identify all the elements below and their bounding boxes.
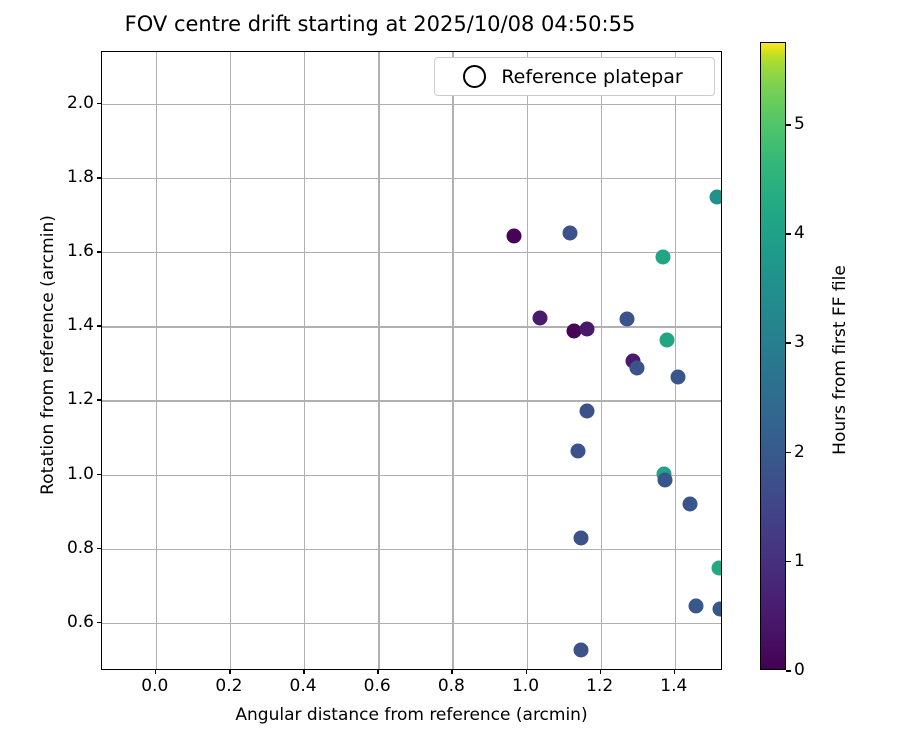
scatter-point <box>566 323 582 339</box>
x-axis-tick <box>525 670 528 674</box>
y-axis-tick <box>97 177 101 179</box>
colorbar-gradient <box>760 42 786 670</box>
scatter-point <box>657 472 673 488</box>
colorbar-tick-label: 2 <box>794 441 805 462</box>
y-axis-tick-label: 1.2 <box>66 389 94 410</box>
scatter-point <box>562 225 578 240</box>
y-axis-tick-label: 2.0 <box>66 92 94 113</box>
x-axis-tick-label: 1.4 <box>660 676 688 696</box>
gridline-horizontal <box>102 474 721 476</box>
gridline-vertical <box>304 52 306 669</box>
colorbar-tick-label: 1 <box>794 550 805 571</box>
gridline-vertical <box>526 52 528 669</box>
y-axis-tick <box>97 621 101 624</box>
colorbar-tick <box>786 123 791 126</box>
gridline-horizontal <box>102 103 721 106</box>
gridline-horizontal <box>102 400 721 402</box>
x-axis-tick-label: 1.2 <box>586 676 614 696</box>
y-axis-tick <box>97 473 101 476</box>
gridline-vertical <box>155 52 158 669</box>
scatter-point <box>712 601 721 617</box>
y-axis-tick-label: 1.4 <box>66 315 94 336</box>
legend-item-label: Reference platepar <box>501 65 683 88</box>
x-axis-tick <box>154 670 157 674</box>
scatter-point <box>532 310 548 326</box>
scatter-point <box>709 189 721 205</box>
gridline-horizontal <box>102 326 721 328</box>
page-title: FOV centre drift starting at 2025/10/08 … <box>124 12 636 36</box>
y-axis-tick <box>97 325 101 327</box>
y-axis-tick <box>97 251 101 253</box>
gridline-vertical <box>600 52 602 669</box>
colorbar-tick <box>786 670 791 672</box>
colorbar-tick-label: 0 <box>794 660 805 680</box>
colorbar-tick-label: 3 <box>794 332 805 353</box>
gridline-horizontal <box>102 252 721 254</box>
gridline-vertical <box>452 52 454 669</box>
colorbar-tick <box>786 451 791 454</box>
x-axis-tick <box>377 670 379 674</box>
y-axis-tick-label: 1.6 <box>66 241 94 262</box>
gridline-vertical <box>378 52 380 669</box>
gridline-vertical <box>229 52 232 669</box>
scatter-point <box>711 560 721 576</box>
scatter-point <box>579 321 595 337</box>
x-axis-tick-label: 1.0 <box>511 676 540 696</box>
scatter-point <box>570 443 586 459</box>
scatter-point <box>670 369 686 385</box>
x-axis-label: Angular distance from reference (arcmin) <box>235 705 588 725</box>
y-axis-tick <box>97 547 101 550</box>
y-axis-label: Rotation from reference (arcmin) <box>38 215 58 495</box>
scatter-point <box>655 249 671 265</box>
x-axis-tick-label: 0.0 <box>141 676 169 696</box>
colorbar-tick <box>786 342 791 344</box>
x-axis-tick-label: 0.6 <box>363 676 391 696</box>
x-axis-tick-label: 0.4 <box>289 676 317 696</box>
x-axis-tick <box>673 670 676 674</box>
colorbar-label: Hours from first FF file <box>830 265 850 455</box>
y-axis-tick <box>97 102 101 105</box>
gridline-vertical <box>674 52 677 669</box>
x-axis-tick <box>599 670 602 674</box>
gridline-horizontal <box>102 178 721 180</box>
x-axis-tick-label: 0.2 <box>215 676 243 696</box>
scatter-point <box>579 403 595 419</box>
plot-area <box>101 51 722 670</box>
colorbar-tick <box>786 560 791 563</box>
legend[interactable]: Reference platepar <box>434 57 715 96</box>
scatter-point <box>573 530 589 546</box>
colorbar-tick-label: 5 <box>794 113 805 134</box>
x-axis-tick <box>228 670 231 674</box>
y-axis-tick-label: 0.8 <box>66 537 94 558</box>
colorbar-tick <box>786 233 791 235</box>
scatter-point <box>619 311 635 326</box>
scatter-point <box>688 598 704 614</box>
colorbar <box>760 42 786 670</box>
x-axis-tick-label: 0.8 <box>437 676 465 696</box>
scatter-point <box>682 496 698 512</box>
scatter-point <box>629 360 645 376</box>
x-axis-tick <box>303 670 305 674</box>
scatter-point <box>659 332 675 348</box>
y-axis-tick-label: 1.8 <box>66 167 94 188</box>
legend-marker-open-circle-icon <box>463 65 486 88</box>
x-axis-tick <box>451 670 453 674</box>
y-axis-tick <box>97 399 101 401</box>
y-axis-tick-label: 1.0 <box>66 463 94 484</box>
gridline-horizontal <box>102 548 721 550</box>
scatter-point <box>573 642 589 657</box>
gridline-horizontal <box>102 622 721 625</box>
y-axis-tick-label: 0.6 <box>66 611 94 632</box>
scatter-point <box>506 228 522 244</box>
colorbar-tick-label: 4 <box>794 223 805 244</box>
